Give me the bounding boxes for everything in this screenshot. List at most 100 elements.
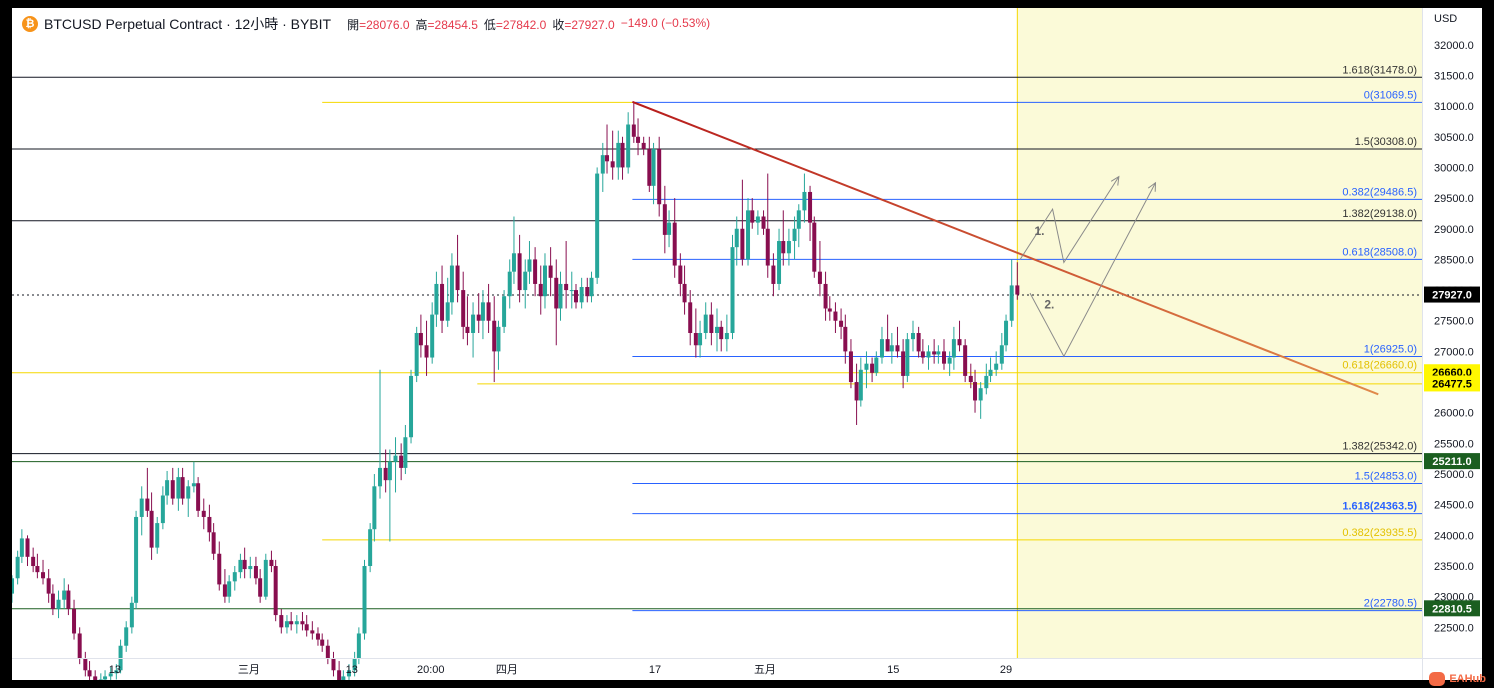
candle-body	[885, 339, 890, 352]
bitcoin-icon: ₿	[22, 16, 38, 32]
candle-body	[480, 302, 485, 321]
close-label: 收	[552, 17, 565, 32]
candle-body	[465, 326, 470, 333]
candle-body	[517, 253, 522, 291]
candle-body	[870, 363, 875, 373]
y-tick-label: 31500.0	[1434, 70, 1474, 82]
candle-body	[170, 480, 175, 499]
candle-body	[1015, 285, 1020, 295]
candle-body	[698, 333, 703, 346]
candle-body	[827, 308, 832, 312]
candle-body	[320, 639, 325, 646]
candle-body	[910, 333, 915, 340]
watermark-text: EAHub	[1449, 673, 1486, 685]
trendline	[632, 100, 1379, 396]
candle-body	[424, 345, 429, 358]
candle-body	[564, 283, 569, 291]
candle-body	[387, 461, 392, 481]
candle-body	[114, 670, 119, 674]
y-tick-label: 23500.0	[1434, 561, 1474, 573]
y-tick-label: 31000.0	[1434, 101, 1474, 113]
candle-body	[222, 584, 227, 597]
candle-body	[409, 375, 414, 438]
fib-level-label: 1.5(24853.0)	[1355, 471, 1417, 483]
candle-body	[46, 578, 51, 594]
candle-body	[874, 357, 879, 373]
candle-body	[942, 351, 947, 364]
candle-body	[461, 290, 466, 327]
price-label: 26477.5	[1432, 378, 1472, 390]
fib-level-label: 2(22780.5)	[1364, 598, 1417, 610]
candle-body	[476, 314, 481, 321]
candle-body	[66, 590, 71, 609]
y-tick-label: 24000.0	[1434, 530, 1474, 542]
candle-body	[372, 486, 377, 530]
candle-body	[589, 277, 594, 297]
candle-body	[300, 621, 305, 625]
candle-body	[533, 259, 538, 284]
candle-body	[554, 277, 559, 309]
candle-body	[310, 630, 315, 634]
candle-body	[523, 271, 528, 291]
candle-body	[191, 483, 196, 487]
chart-canvas[interactable]: 1.618(31478.0) 0(31069.5) 1.5(30308.0) 0.38…	[12, 8, 1482, 680]
candle-body	[108, 673, 113, 677]
symbol-title[interactable]: BTCUSD Perpetual Contract · 12小時 · BYBIT	[44, 16, 332, 32]
candle-body	[823, 283, 828, 309]
candle-body	[734, 228, 739, 248]
candle-body	[879, 339, 884, 358]
candle-body	[843, 326, 848, 352]
candle-body	[176, 477, 181, 499]
candle-body	[434, 283, 439, 315]
candle-body	[905, 339, 910, 376]
y-tick-label: 25500.0	[1434, 438, 1474, 450]
fib-level-label: 0.618(28508.0)	[1342, 246, 1417, 258]
eahub-watermark: EAHub	[1429, 672, 1486, 686]
candle-body	[558, 283, 563, 309]
y-tick-label: 30000.0	[1434, 162, 1474, 174]
fib-level-label: 1.382(25342.0)	[1342, 441, 1417, 453]
candle-body	[817, 271, 822, 284]
x-tick-label: 13	[346, 664, 358, 676]
candle-body	[403, 437, 408, 468]
open-label: 開	[347, 17, 360, 32]
candle-body	[445, 302, 450, 321]
candle-body	[651, 149, 656, 186]
candle-body	[693, 333, 698, 346]
candle-body	[217, 553, 222, 585]
candle-body	[895, 345, 900, 352]
candle-body	[492, 320, 497, 352]
candle-body	[786, 241, 791, 254]
candle-body	[988, 369, 993, 376]
chart-panel[interactable]: 1.618(31478.0) 0(31069.5) 1.5(30308.0) 0.38…	[12, 8, 1482, 680]
x-tick-label: 三月	[238, 664, 260, 676]
candle-body	[730, 247, 735, 333]
candle-body	[620, 142, 625, 168]
candle-body	[839, 320, 844, 327]
candle-body	[901, 351, 906, 376]
candle-body	[455, 265, 460, 291]
candle-body	[765, 228, 770, 266]
candle-body	[771, 265, 776, 284]
candle-body	[15, 556, 20, 579]
candle-body	[761, 216, 766, 229]
candle-body	[574, 290, 578, 303]
candle-body	[792, 228, 797, 242]
price-label-bg	[1424, 600, 1480, 617]
candle-body	[93, 676, 98, 680]
candle-body	[936, 351, 941, 355]
candle-body	[294, 621, 299, 625]
chart-header: ₿ BTCUSD Perpetual Contract · 12小時 · BYB…	[22, 14, 715, 34]
candle-body	[984, 375, 989, 389]
y-tick-label: 32000.0	[1434, 40, 1474, 52]
candle-body	[149, 510, 154, 548]
low-label: 低	[483, 17, 496, 32]
projection-arrowhead	[1110, 175, 1120, 186]
candle-body	[368, 529, 373, 567]
candle-body	[41, 572, 46, 579]
candle-body	[315, 633, 320, 640]
x-tick-label: 17	[649, 664, 661, 676]
candle-body	[129, 602, 134, 628]
candle-body	[585, 287, 590, 297]
